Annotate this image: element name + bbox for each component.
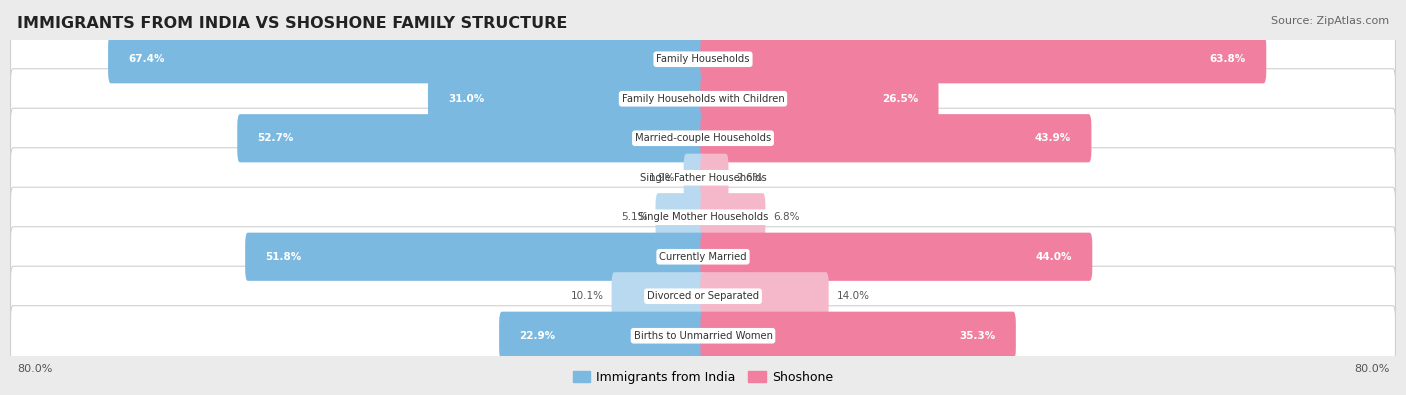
Text: Source: ZipAtlas.com: Source: ZipAtlas.com	[1271, 16, 1389, 26]
Text: 67.4%: 67.4%	[128, 54, 165, 64]
Text: 22.9%: 22.9%	[519, 331, 555, 341]
FancyBboxPatch shape	[108, 35, 706, 83]
Text: 5.1%: 5.1%	[621, 212, 648, 222]
Legend: Immigrants from India, Shoshone: Immigrants from India, Shoshone	[568, 366, 838, 389]
Text: Divorced or Separated: Divorced or Separated	[647, 291, 759, 301]
Text: 80.0%: 80.0%	[1354, 364, 1389, 374]
FancyBboxPatch shape	[499, 312, 706, 360]
FancyBboxPatch shape	[427, 75, 706, 123]
Text: 43.9%: 43.9%	[1035, 133, 1071, 143]
Text: 2.6%: 2.6%	[737, 173, 763, 183]
Text: Currently Married: Currently Married	[659, 252, 747, 262]
FancyBboxPatch shape	[700, 154, 728, 202]
FancyBboxPatch shape	[245, 233, 706, 281]
Text: Family Households: Family Households	[657, 54, 749, 64]
Text: Births to Unmarried Women: Births to Unmarried Women	[634, 331, 772, 341]
FancyBboxPatch shape	[700, 193, 765, 241]
FancyBboxPatch shape	[683, 154, 706, 202]
Text: Single Father Households: Single Father Households	[640, 173, 766, 183]
FancyBboxPatch shape	[700, 75, 939, 123]
Text: Married-couple Households: Married-couple Households	[636, 133, 770, 143]
FancyBboxPatch shape	[612, 272, 706, 320]
FancyBboxPatch shape	[700, 35, 1267, 83]
Text: 14.0%: 14.0%	[837, 291, 869, 301]
FancyBboxPatch shape	[11, 266, 1395, 326]
Text: 44.0%: 44.0%	[1036, 252, 1073, 262]
FancyBboxPatch shape	[700, 312, 1015, 360]
FancyBboxPatch shape	[655, 193, 706, 241]
Text: 1.9%: 1.9%	[650, 173, 676, 183]
Text: Family Households with Children: Family Households with Children	[621, 94, 785, 104]
Text: 31.0%: 31.0%	[449, 94, 485, 104]
Text: IMMIGRANTS FROM INDIA VS SHOSHONE FAMILY STRUCTURE: IMMIGRANTS FROM INDIA VS SHOSHONE FAMILY…	[17, 16, 567, 31]
Text: 10.1%: 10.1%	[571, 291, 603, 301]
FancyBboxPatch shape	[238, 114, 706, 162]
FancyBboxPatch shape	[11, 306, 1395, 366]
Text: 6.8%: 6.8%	[773, 212, 800, 222]
Text: 80.0%: 80.0%	[17, 364, 52, 374]
FancyBboxPatch shape	[11, 108, 1395, 168]
Text: 51.8%: 51.8%	[266, 252, 302, 262]
Text: Single Mother Households: Single Mother Households	[638, 212, 768, 222]
Text: 26.5%: 26.5%	[882, 94, 918, 104]
FancyBboxPatch shape	[700, 114, 1091, 162]
FancyBboxPatch shape	[700, 233, 1092, 281]
Text: 63.8%: 63.8%	[1209, 54, 1246, 64]
FancyBboxPatch shape	[11, 148, 1395, 208]
FancyBboxPatch shape	[11, 227, 1395, 287]
FancyBboxPatch shape	[11, 29, 1395, 89]
Text: 52.7%: 52.7%	[257, 133, 294, 143]
FancyBboxPatch shape	[11, 187, 1395, 247]
FancyBboxPatch shape	[11, 69, 1395, 129]
FancyBboxPatch shape	[700, 272, 828, 320]
Text: 35.3%: 35.3%	[959, 331, 995, 341]
